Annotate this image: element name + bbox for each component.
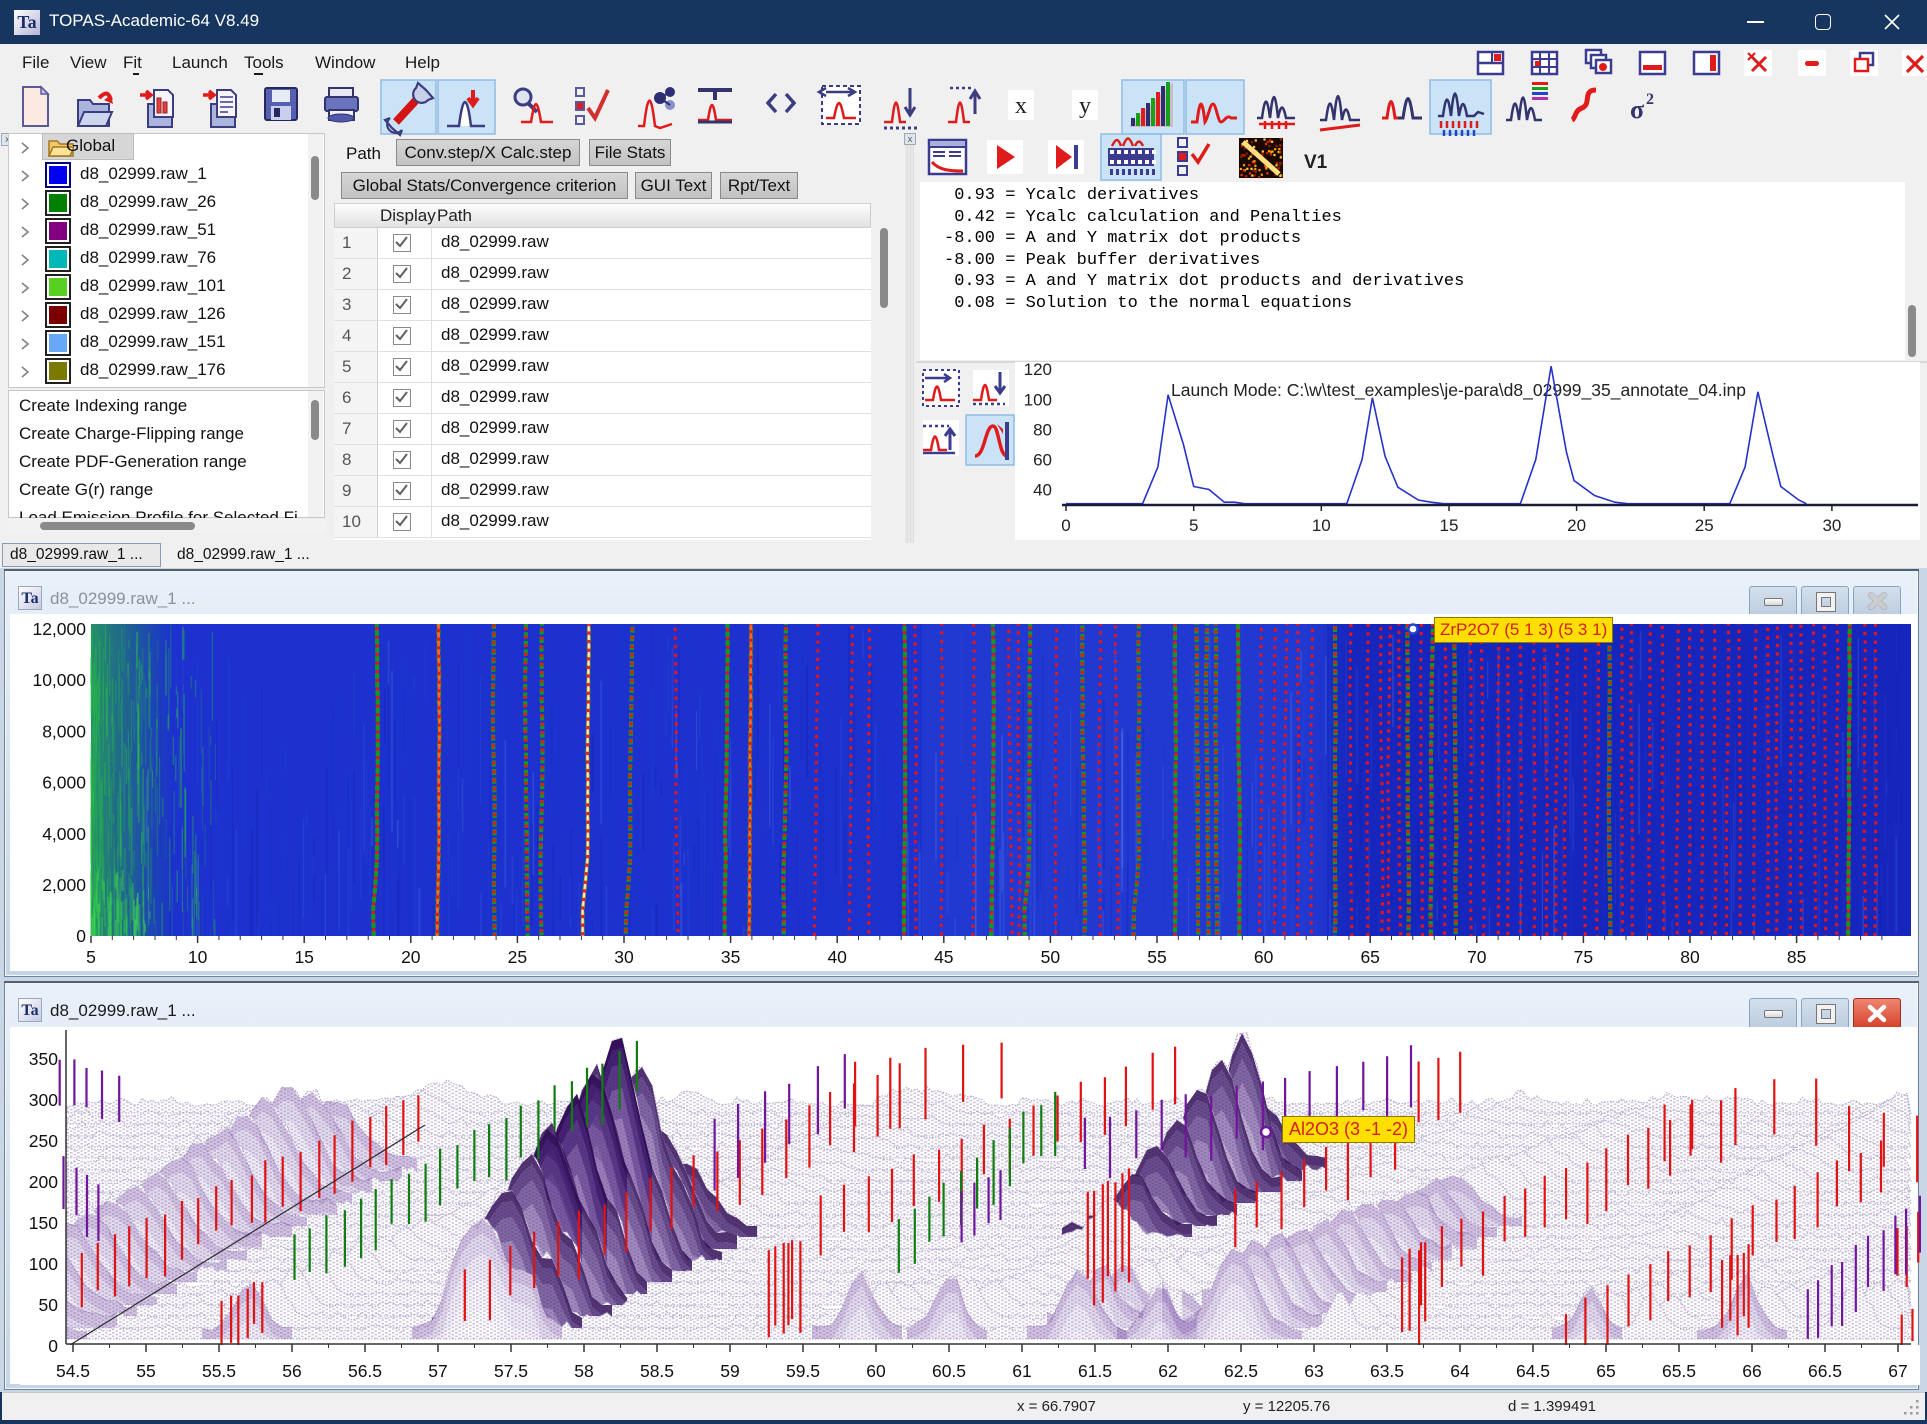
svg-text:100: 100 (1024, 390, 1052, 409)
svg-text:100: 100 (29, 1254, 58, 1274)
svg-text:67: 67 (1888, 1361, 1907, 1381)
svg-text:61.5: 61.5 (1078, 1361, 1112, 1381)
svg-text:60: 60 (1254, 947, 1274, 967)
svg-text:60: 60 (1033, 450, 1052, 469)
svg-text:65: 65 (1360, 947, 1379, 967)
svg-text:57: 57 (428, 1361, 447, 1381)
svg-text:20: 20 (401, 947, 421, 967)
svg-text:2: 2 (1646, 91, 1654, 108)
svg-text:62: 62 (1158, 1361, 1177, 1381)
svg-text:70: 70 (1467, 947, 1487, 967)
svg-text:15: 15 (294, 947, 313, 967)
svg-text:60.5: 60.5 (932, 1361, 966, 1381)
svg-text:10: 10 (188, 947, 208, 967)
svg-text:12,000: 12,000 (32, 619, 86, 639)
svg-text:x: x (1015, 93, 1027, 119)
svg-text:8,000: 8,000 (42, 721, 86, 741)
svg-text:6,000: 6,000 (42, 773, 86, 793)
svg-text:60: 60 (866, 1361, 886, 1381)
svg-text:4,000: 4,000 (42, 824, 86, 844)
svg-text:64.5: 64.5 (1516, 1361, 1550, 1381)
svg-text:50: 50 (1041, 947, 1061, 967)
svg-text:58.5: 58.5 (640, 1361, 674, 1381)
svg-text:65.5: 65.5 (1662, 1361, 1696, 1381)
svg-text:59.5: 59.5 (786, 1361, 820, 1381)
svg-text:25: 25 (508, 947, 527, 967)
svg-text:63: 63 (1304, 1361, 1323, 1381)
svg-text:85: 85 (1787, 947, 1806, 967)
svg-text:66: 66 (1742, 1361, 1761, 1381)
svg-text:350: 350 (29, 1049, 58, 1069)
svg-text:55.5: 55.5 (202, 1361, 236, 1381)
svg-text:5: 5 (1189, 516, 1198, 535)
svg-text:80: 80 (1680, 947, 1700, 967)
svg-text:40: 40 (1033, 481, 1052, 500)
svg-text:66.5: 66.5 (1808, 1361, 1842, 1381)
svg-text:75: 75 (1574, 947, 1593, 967)
svg-text:10: 10 (1312, 516, 1331, 535)
svg-text:30: 30 (1822, 516, 1841, 535)
svg-text:55: 55 (1147, 947, 1166, 967)
svg-text:250: 250 (29, 1131, 58, 1151)
svg-text:50: 50 (39, 1295, 59, 1315)
svg-text:57.5: 57.5 (494, 1361, 528, 1381)
svg-text:45: 45 (934, 947, 953, 967)
svg-text:20: 20 (1567, 516, 1586, 535)
svg-text:10,000: 10,000 (32, 670, 86, 690)
svg-text:59: 59 (720, 1361, 739, 1381)
svg-text:63.5: 63.5 (1370, 1361, 1404, 1381)
svg-text:25: 25 (1695, 516, 1714, 535)
svg-text:80: 80 (1033, 420, 1052, 439)
svg-text:56.5: 56.5 (348, 1361, 382, 1381)
svg-text:0: 0 (76, 926, 86, 946)
svg-text:200: 200 (29, 1172, 58, 1192)
svg-text:0: 0 (48, 1336, 58, 1356)
svg-text:0: 0 (1061, 516, 1070, 535)
svg-text:σ: σ (1630, 95, 1644, 124)
svg-text:55: 55 (136, 1361, 155, 1381)
svg-text:35: 35 (721, 947, 740, 967)
svg-text:300: 300 (29, 1090, 58, 1110)
svg-text:Launch Mode: C:\w\test_example: Launch Mode: C:\w\test_examples\je-para\… (1171, 380, 1746, 401)
svg-text:62.5: 62.5 (1224, 1361, 1258, 1381)
svg-text:40: 40 (827, 947, 847, 967)
svg-text:2,000: 2,000 (42, 875, 86, 895)
svg-text:65: 65 (1596, 1361, 1615, 1381)
svg-text:y: y (1079, 93, 1091, 119)
svg-text:120: 120 (1024, 360, 1052, 379)
svg-text:15: 15 (1440, 516, 1459, 535)
svg-text:54.5: 54.5 (56, 1361, 90, 1381)
svg-text:V1: V1 (1304, 152, 1328, 173)
svg-text:150: 150 (29, 1213, 58, 1233)
svg-text:61: 61 (1012, 1361, 1031, 1381)
svg-text:56: 56 (282, 1361, 301, 1381)
svg-text:58: 58 (574, 1361, 593, 1381)
svg-text:30: 30 (614, 947, 634, 967)
svg-text:64: 64 (1450, 1361, 1470, 1381)
svg-text:5: 5 (86, 947, 96, 967)
